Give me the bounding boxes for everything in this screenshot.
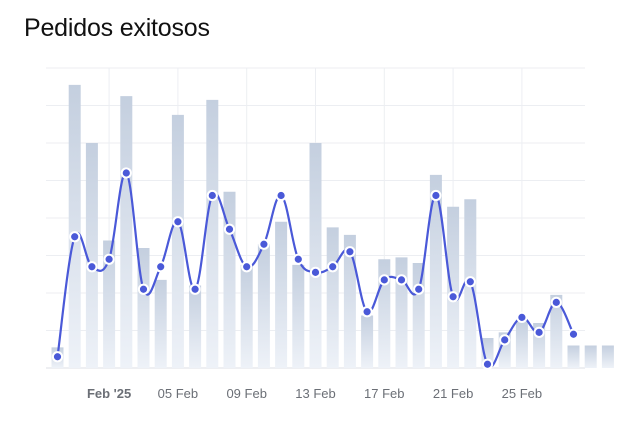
line-point[interactable]	[481, 358, 494, 370]
line-point[interactable]	[223, 223, 236, 235]
line-point[interactable]	[499, 334, 511, 346]
line-point[interactable]	[413, 283, 425, 295]
x-tick-label: 21 Feb	[433, 386, 473, 401]
bar[interactable]	[85, 143, 98, 368]
line-point[interactable]	[567, 328, 580, 340]
line-point[interactable]	[69, 231, 81, 243]
line-point[interactable]	[172, 216, 184, 228]
bar[interactable]	[361, 315, 374, 369]
line-point[interactable]	[137, 283, 150, 295]
bar[interactable]	[326, 227, 339, 368]
line-point[interactable]	[516, 311, 528, 323]
bar[interactable]	[189, 285, 202, 369]
bar[interactable]	[171, 114, 184, 368]
line-point[interactable]	[378, 274, 390, 286]
bar[interactable]	[120, 96, 133, 368]
line-point[interactable]	[550, 296, 562, 308]
line-point[interactable]	[533, 326, 545, 338]
bar[interactable]	[275, 221, 288, 368]
bar[interactable]	[584, 345, 597, 369]
x-tick-label: Feb '25	[87, 386, 131, 401]
bar[interactable]	[550, 294, 563, 368]
bar[interactable]	[240, 264, 253, 368]
bar[interactable]	[601, 345, 614, 369]
x-tick-label: 09 Feb	[226, 386, 266, 401]
bar[interactable]	[206, 99, 219, 368]
x-tick-label: 05 Feb	[158, 386, 198, 401]
line-point[interactable]	[430, 189, 442, 202]
line-point[interactable]	[103, 253, 115, 265]
line-point[interactable]	[447, 291, 459, 303]
bar[interactable]	[515, 321, 528, 368]
line-point[interactable]	[361, 306, 373, 318]
bar[interactable]	[68, 84, 81, 368]
line-point[interactable]	[120, 167, 132, 179]
bar[interactable]	[395, 257, 408, 368]
x-axis: Feb '25 05 Feb 09 Feb 13 Feb 17 Feb 21 Feb 25 …	[87, 386, 542, 401]
line-point[interactable]	[189, 283, 201, 295]
line-point[interactable]	[327, 261, 339, 273]
line-point[interactable]	[395, 274, 408, 286]
x-tick-label: 17 Feb	[364, 386, 404, 401]
line-point[interactable]	[258, 238, 270, 250]
line-point[interactable]	[86, 261, 98, 273]
line-point[interactable]	[241, 261, 253, 273]
line-points	[51, 167, 580, 370]
bar[interactable]	[257, 244, 270, 368]
line-point[interactable]	[51, 351, 64, 363]
line-point[interactable]	[275, 189, 287, 202]
x-tick-label: 13 Feb	[295, 386, 335, 401]
line-point[interactable]	[155, 261, 167, 273]
line-point[interactable]	[206, 189, 218, 202]
line-point[interactable]	[344, 246, 356, 258]
x-tick-label: 25 Feb	[502, 386, 542, 401]
bar[interactable]	[154, 279, 167, 368]
bar[interactable]	[567, 345, 580, 369]
line-point[interactable]	[292, 253, 304, 265]
chart-title: Pedidos exitosos	[24, 14, 210, 42]
bar[interactable]	[292, 264, 305, 368]
line-point[interactable]	[309, 266, 322, 278]
bar[interactable]	[343, 234, 356, 368]
bar[interactable]	[309, 143, 322, 368]
bar[interactable]	[103, 240, 116, 369]
bar[interactable]	[412, 263, 425, 368]
bar[interactable]	[447, 206, 460, 368]
bar[interactable]	[429, 174, 442, 368]
line-point[interactable]	[464, 276, 476, 288]
